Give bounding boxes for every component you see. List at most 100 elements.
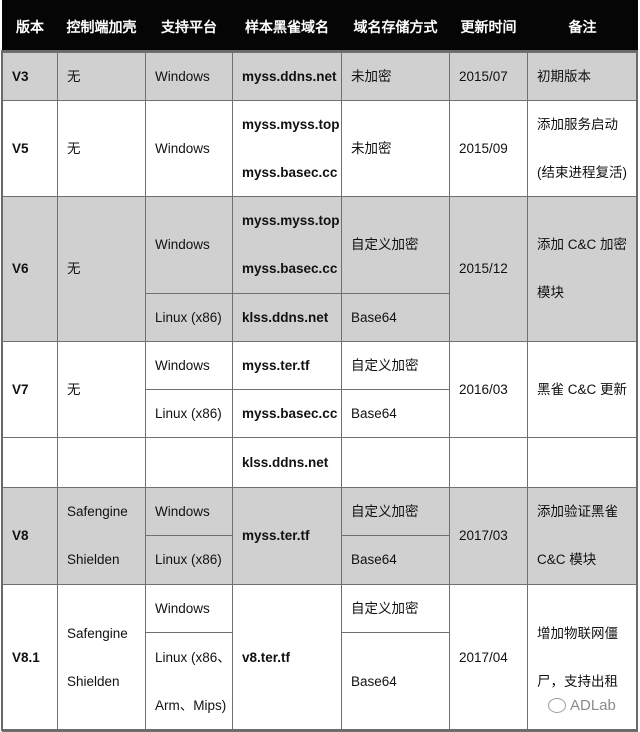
cell-line: Shielden: [67, 552, 120, 567]
cell-line: 添加服务启动: [537, 116, 618, 132]
cell-line: myss.basec.cc: [242, 261, 338, 276]
cell-line: Base64: [351, 552, 397, 567]
cell-line: 2015/07: [459, 68, 508, 84]
cell-date: 2016/03: [449, 341, 528, 438]
cell-note: [527, 437, 638, 488]
cell-line: V8.1: [12, 650, 40, 665]
cell-storage: Base64: [341, 632, 450, 732]
cell-platform: Windows: [145, 341, 233, 390]
cell-version: [2, 437, 58, 488]
cell-line: myss.myss.top: [242, 116, 340, 132]
header-date: 更新时间: [449, 0, 528, 53]
header-shell: 控制端加壳: [57, 0, 146, 53]
cell-line: 添加验证黑雀: [537, 504, 618, 519]
cell-platform: Windows: [145, 584, 233, 633]
cell-line: 2016/03: [459, 381, 508, 397]
cell-line: 自定义加密: [351, 503, 419, 519]
cell-line: Shielden: [67, 674, 120, 689]
watermark: ADLab: [548, 697, 616, 714]
cell-line: V8: [12, 528, 29, 543]
cell-line: Arm、Mips): [155, 698, 227, 713]
cell-shell: Safengine Shielden: [57, 584, 146, 732]
cell-line: 2015/12: [459, 261, 508, 276]
cell-platform: Linux (x86): [145, 535, 233, 585]
header-platform: 支持平台: [145, 0, 233, 53]
cell-version: V7: [2, 341, 58, 438]
cell-line: Windows: [155, 237, 210, 252]
cell-domain: v8.ter.tf: [232, 584, 342, 732]
cell-storage: [341, 437, 450, 488]
cell-line: Windows: [155, 600, 210, 616]
cell-line: Base64: [351, 405, 397, 421]
cell-line: 2017/04: [459, 650, 508, 665]
cell-date: 2017/03: [449, 487, 528, 585]
cell-line: 自定义加密: [351, 600, 419, 616]
cell-domain: myss.basec.cc: [232, 389, 342, 438]
cell-shell: 无: [57, 341, 146, 438]
cell-date: [449, 437, 528, 488]
cell-line: 更新时间: [460, 18, 517, 35]
cell-line: klss.ddns.net: [242, 309, 329, 325]
cell-line: 无: [67, 261, 81, 276]
cell-line: 无: [67, 381, 81, 397]
cell-note: 初期版本: [527, 52, 638, 101]
cell-line: klss.ddns.net: [242, 454, 329, 470]
cell-line: 未加密: [351, 140, 392, 156]
cell-line: 添加 C&C 加密: [537, 237, 628, 252]
cell-line: 初期版本: [537, 68, 591, 84]
cell-storage: 自定义加密: [341, 584, 450, 633]
cell-line: C&C 模块: [537, 552, 597, 567]
cell-line: V6: [12, 261, 29, 276]
cell-version: V8: [2, 487, 58, 585]
cell-line: v8.ter.tf: [242, 650, 291, 665]
cell-platform: Linux (x86、 Arm、Mips): [145, 632, 233, 732]
cell-line: 无: [67, 140, 81, 156]
cell-shell: 无: [57, 52, 146, 101]
cell-shell: 无: [57, 196, 146, 342]
cell-platform: Windows: [145, 487, 233, 536]
cell-line: Linux (x86、: [155, 650, 231, 665]
cell-note: 添加服务启动 (结束进程复活): [527, 100, 638, 197]
cell-line: 无: [67, 68, 81, 84]
cell-line: Windows: [155, 503, 210, 519]
cell-storage: 自定义加密: [341, 487, 450, 536]
cell-date: 2015/07: [449, 52, 528, 101]
header-note: 备注: [527, 0, 638, 53]
header-storage: 域名存储方式: [341, 0, 450, 53]
cell-note: 添加验证黑雀 C&C 模块: [527, 487, 638, 585]
cell-line: Safengine: [67, 504, 128, 519]
cell-line: V3: [12, 68, 29, 84]
cell-line: Linux (x86): [155, 552, 222, 567]
cell-line: Linux (x86): [155, 309, 222, 325]
cell-line: myss.basec.cc: [242, 164, 338, 180]
cell-storage: Base64: [341, 293, 450, 342]
header-version: 版本: [2, 0, 58, 53]
cell-line: 未加密: [351, 68, 392, 84]
cell-line: 域名存储方式: [353, 18, 438, 35]
cell-domain: myss.ddns.net: [232, 52, 342, 101]
cell-domain: myss.myss.top myss.basec.cc: [232, 100, 342, 197]
header-domain: 样本黑雀域名: [232, 0, 342, 53]
cell-version: V5: [2, 100, 58, 197]
cell-date: 2017/04: [449, 584, 528, 732]
cell-domain: myss.ter.tf: [232, 341, 342, 390]
cell-version: V3: [2, 52, 58, 101]
cell-domain: myss.ter.tf: [232, 487, 342, 585]
cell-date: 2015/12: [449, 196, 528, 342]
cell-platform: [145, 437, 233, 488]
cell-platform: Windows: [145, 52, 233, 101]
cell-line: 支持平台: [161, 18, 217, 35]
cell-storage: Base64: [341, 389, 450, 438]
cell-line: V5: [12, 140, 29, 156]
cell-domain: klss.ddns.net: [232, 293, 342, 342]
cell-domain: myss.myss.top myss.basec.cc: [232, 196, 342, 294]
cell-domain: klss.ddns.net: [232, 437, 342, 488]
cell-line: 模块: [537, 285, 564, 300]
cell-line: 版本: [16, 18, 44, 35]
cell-storage: 自定义加密: [341, 341, 450, 390]
cell-line: Base64: [351, 674, 397, 689]
cell-line: Windows: [155, 357, 210, 373]
cell-line: 自定义加密: [351, 237, 419, 252]
cell-line: Base64: [351, 309, 397, 325]
